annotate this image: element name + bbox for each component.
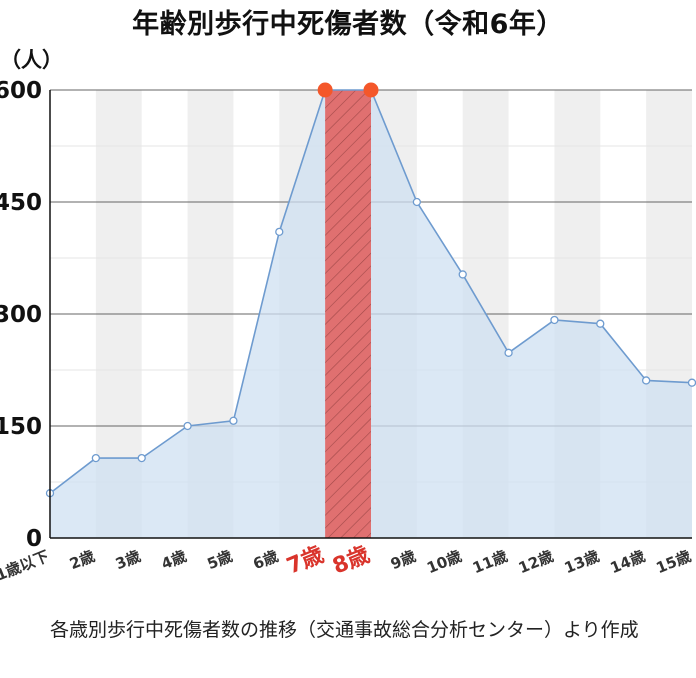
x-tick-label: 5歳 bbox=[205, 547, 235, 573]
data-point bbox=[550, 315, 559, 325]
x-tick-label: 14歳 bbox=[608, 547, 648, 577]
y-tick-label: 150 bbox=[0, 414, 42, 440]
x-tick-label: 9歳 bbox=[388, 547, 418, 573]
data-point bbox=[183, 421, 192, 431]
x-tick-label: 3歳 bbox=[113, 547, 143, 573]
y-tick-label: 600 bbox=[0, 78, 42, 104]
data-point bbox=[504, 348, 513, 357]
highlight-point bbox=[317, 82, 333, 98]
x-tick-label: 11歳 bbox=[470, 547, 510, 577]
data-point bbox=[687, 378, 696, 387]
x-tick-label: 12歳 bbox=[516, 547, 556, 577]
data-point bbox=[229, 416, 238, 425]
y-tick-label: 450 bbox=[0, 190, 42, 216]
chart-title: 年齢別歩行中死傷者数（令和6年） bbox=[132, 9, 564, 40]
area-chart: 0 150 300 450 600 1歳以下 2歳 3歳 4歳 5歳 6歳 7歳 8歳 9歳 10歳 11歳… bbox=[0, 78, 696, 584]
y-tick-label: 300 bbox=[0, 302, 42, 328]
x-tick-label: 13歳 bbox=[562, 547, 602, 577]
x-tick-label: 10歳 bbox=[424, 547, 464, 577]
highlight-point bbox=[363, 82, 379, 98]
data-point bbox=[641, 376, 651, 385]
data-point bbox=[596, 319, 605, 328]
x-tick-label: 1歳以下 bbox=[0, 547, 51, 584]
x-tick-label: 7歳 bbox=[283, 542, 327, 579]
x-tick-label: 6歳 bbox=[250, 547, 280, 573]
source-caption: 各歳別歩行中死傷者数の推移（交通事故総合分析センター）より作成 bbox=[50, 619, 639, 641]
data-point bbox=[137, 453, 146, 463]
highlight-hatch bbox=[325, 90, 371, 538]
x-tick-label: 15歳 bbox=[653, 547, 693, 577]
x-tick-label: 4歳 bbox=[159, 547, 189, 573]
y-tick-label: 0 bbox=[26, 526, 42, 552]
x-tick-label: 8歳 bbox=[329, 542, 373, 579]
data-point bbox=[275, 227, 284, 237]
data-point bbox=[458, 270, 467, 279]
data-point bbox=[91, 453, 101, 463]
x-tick-label: 2歳 bbox=[67, 547, 97, 573]
y-axis-label: （人） bbox=[0, 48, 63, 72]
data-point bbox=[412, 197, 422, 207]
